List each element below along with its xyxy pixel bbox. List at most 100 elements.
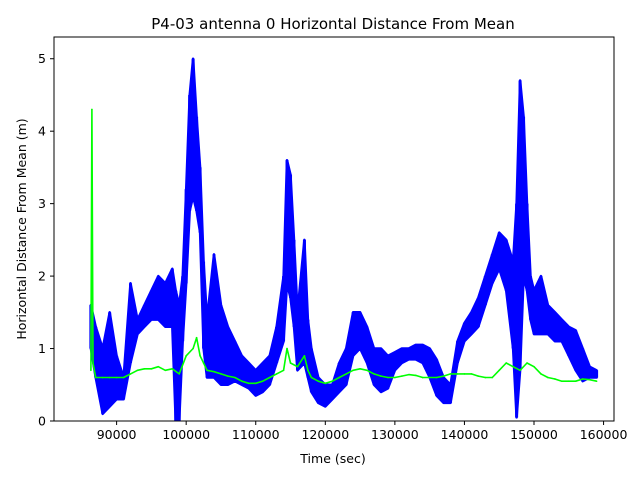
- series-1-point: [157, 365, 160, 368]
- series-1-point: [533, 365, 535, 368]
- series-1-point: [561, 380, 563, 382]
- series-1-point: [289, 362, 292, 364]
- series-1-point: [136, 369, 139, 372]
- series-1-point: [449, 373, 452, 375]
- y-tick-label: 3: [38, 196, 46, 211]
- series-1-point: [275, 373, 278, 375]
- series-1-point: [185, 354, 187, 357]
- series-1-point: [387, 376, 389, 379]
- x-tick-label: 160000: [580, 427, 628, 442]
- plot-frame: [53, 36, 615, 422]
- series-1-point: [505, 362, 507, 364]
- series-1-point: [254, 382, 257, 385]
- series-1-point: [199, 354, 201, 357]
- plot-layer: [89, 57, 599, 421]
- series-1-point: [282, 369, 285, 372]
- series-1-point: [484, 376, 487, 379]
- x-tick-label: 100000: [162, 427, 210, 442]
- series-1-point: [234, 376, 236, 379]
- series-1-point: [574, 380, 577, 382]
- series-1-point: [101, 376, 104, 379]
- series-1-point: [540, 373, 542, 375]
- y-tick-label: 0: [38, 414, 46, 429]
- series-1-point: [581, 378, 584, 380]
- series-1-point: [588, 378, 591, 381]
- series-1-point: [442, 375, 445, 377]
- series-1-point: [178, 373, 181, 375]
- series-1-point: [227, 375, 229, 377]
- x-tick-label: 130000: [371, 427, 419, 442]
- series-1-point: [470, 373, 473, 375]
- series-1-point: [247, 382, 250, 385]
- series-1-point: [115, 376, 118, 379]
- series-1-point: [241, 380, 243, 382]
- series-1-point: [307, 369, 309, 372]
- series-1-point: [421, 376, 424, 379]
- series-1-point: [380, 375, 382, 377]
- series-1-point: [407, 373, 410, 376]
- series-1-point: [108, 376, 111, 379]
- series-1-point: [366, 369, 368, 372]
- series-1-point: [92, 362, 94, 364]
- x-tick-label: 140000: [441, 427, 489, 442]
- series-1-point: [345, 373, 347, 375]
- chart-title: P4-03 antenna 0 Horizontal Distance From…: [151, 15, 514, 33]
- series-1-point: [331, 380, 334, 382]
- series-1-point: [202, 362, 205, 364]
- y-axis-ticks: 0 1 2 3 4 5: [38, 51, 54, 429]
- x-axis-ticks: 90000 100000 110000 120000 130000 140000 15000…: [97, 421, 628, 442]
- series-1-point: [491, 376, 494, 379]
- series-1-point: [554, 378, 556, 380]
- series-1-point: [547, 376, 549, 379]
- y-tick-label: 5: [38, 51, 46, 66]
- series-1-point: [213, 370, 215, 373]
- series-1-point: [94, 376, 97, 379]
- series-1-point: [310, 376, 313, 379]
- series-1-point: [359, 368, 361, 370]
- series-1-point: [394, 376, 396, 379]
- series-1-point: [338, 376, 341, 379]
- series-1-line: [90, 108, 597, 385]
- series-1-point: [91, 108, 93, 111]
- x-tick-label: 110000: [232, 427, 280, 442]
- series-1-point: [129, 373, 132, 375]
- x-tick-label: 150000: [510, 427, 558, 442]
- y-axis-label: Horizontal Distance From Mean (m): [14, 118, 29, 339]
- series-1-point: [192, 347, 194, 350]
- series-1-point: [526, 362, 528, 364]
- series-1-point: [324, 382, 327, 385]
- series-1-point: [463, 373, 466, 375]
- series-1-point: [164, 369, 167, 372]
- series-1-point: [519, 369, 521, 372]
- series-1-point: [206, 369, 208, 372]
- series-1-point: [477, 375, 480, 377]
- series-1-point: [498, 369, 501, 372]
- series-1-point: [143, 368, 146, 370]
- x-axis-label: Time (sec): [299, 451, 365, 466]
- series-1-point: [286, 347, 288, 350]
- series-1-point: [428, 376, 431, 379]
- series-1-point: [268, 376, 271, 379]
- series-1-point: [171, 368, 174, 370]
- series-1-point: [150, 368, 153, 370]
- series-1-point: [261, 380, 264, 382]
- y-tick-label: 2: [38, 269, 46, 284]
- series-1-point: [414, 374, 417, 377]
- series-1-point: [90, 369, 92, 372]
- series-1-point: [456, 373, 459, 375]
- series-1-point: [195, 336, 198, 339]
- series-1-point: [595, 380, 598, 382]
- x-tick-label: 90000: [97, 427, 137, 442]
- series-1-point: [373, 373, 375, 375]
- series-1-point: [352, 369, 354, 372]
- series-1-point: [296, 365, 299, 368]
- series-1-point: [512, 365, 514, 368]
- y-tick-label: 4: [38, 124, 46, 139]
- series-1-point: [401, 375, 403, 377]
- series-1-point: [435, 376, 438, 379]
- series-1-point: [567, 380, 570, 382]
- series-1-point: [317, 380, 320, 382]
- y-tick-label: 1: [38, 341, 46, 356]
